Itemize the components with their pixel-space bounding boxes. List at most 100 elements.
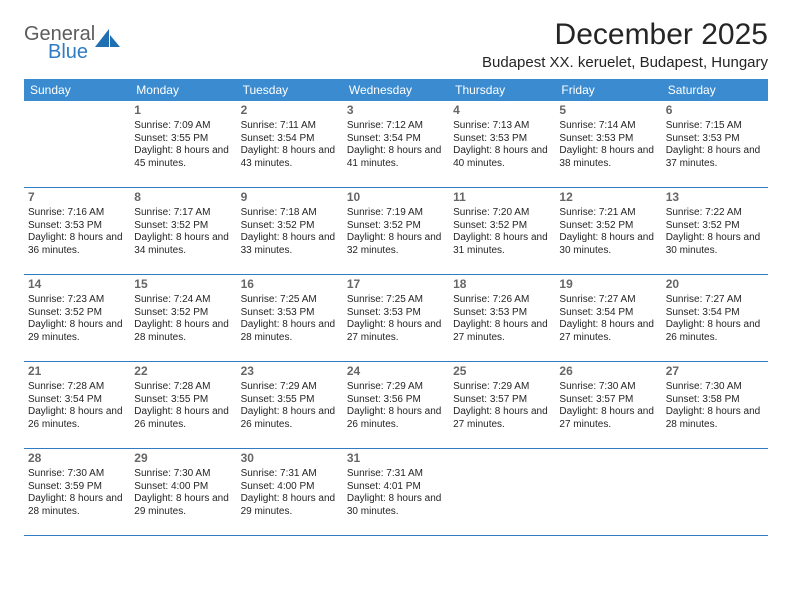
sunset-line: Sunset: 3:54 PM: [28, 394, 126, 407]
day-number: 14: [28, 277, 126, 292]
calendar-cell: 27Sunrise: 7:30 AMSunset: 3:58 PMDayligh…: [662, 362, 768, 449]
sunrise-line: Sunrise: 7:30 AM: [134, 468, 232, 481]
calendar-cell: 26Sunrise: 7:30 AMSunset: 3:57 PMDayligh…: [555, 362, 661, 449]
day-number: 7: [28, 190, 126, 205]
day-number: 9: [241, 190, 339, 205]
daylight-line: Daylight: 8 hours and 30 minutes.: [347, 493, 445, 518]
sunrise-line: Sunrise: 7:19 AM: [347, 207, 445, 220]
day-number: 27: [666, 364, 764, 379]
daylight-line: Daylight: 8 hours and 26 minutes.: [28, 406, 126, 431]
weekday-header-row: SundayMondayTuesdayWednesdayThursdayFrid…: [24, 79, 768, 101]
daylight-line: Daylight: 8 hours and 27 minutes.: [453, 319, 551, 344]
sunrise-line: Sunrise: 7:31 AM: [347, 468, 445, 481]
day-number: 30: [241, 451, 339, 466]
location-line: Budapest XX. keruelet, Budapest, Hungary: [482, 54, 768, 71]
calendar-cell: 6Sunrise: 7:15 AMSunset: 3:53 PMDaylight…: [662, 101, 768, 188]
day-number: 28: [28, 451, 126, 466]
sunrise-line: Sunrise: 7:24 AM: [134, 294, 232, 307]
sunrise-line: Sunrise: 7:25 AM: [241, 294, 339, 307]
calendar-cell: 29Sunrise: 7:30 AMSunset: 4:00 PMDayligh…: [130, 449, 236, 536]
sunset-line: Sunset: 3:53 PM: [559, 133, 657, 146]
daylight-line: Daylight: 8 hours and 26 minutes.: [134, 406, 232, 431]
sunset-line: Sunset: 3:58 PM: [666, 394, 764, 407]
daylight-line: Daylight: 8 hours and 26 minutes.: [241, 406, 339, 431]
calendar-cell: [662, 449, 768, 536]
day-number: 4: [453, 103, 551, 118]
day-number: 13: [666, 190, 764, 205]
sunset-line: Sunset: 3:59 PM: [28, 481, 126, 494]
sunset-line: Sunset: 3:52 PM: [134, 307, 232, 320]
daylight-line: Daylight: 8 hours and 33 minutes.: [241, 232, 339, 257]
brand-word-blue: Blue: [48, 42, 95, 62]
sunset-line: Sunset: 3:52 PM: [241, 220, 339, 233]
daylight-line: Daylight: 8 hours and 27 minutes.: [347, 319, 445, 344]
daylight-line: Daylight: 8 hours and 26 minutes.: [347, 406, 445, 431]
calendar-cell: 18Sunrise: 7:26 AMSunset: 3:53 PMDayligh…: [449, 275, 555, 362]
day-number: 26: [559, 364, 657, 379]
calendar-cell: 22Sunrise: 7:28 AMSunset: 3:55 PMDayligh…: [130, 362, 236, 449]
title-block: December 2025 Budapest XX. keruelet, Bud…: [482, 18, 768, 75]
sunset-line: Sunset: 3:54 PM: [559, 307, 657, 320]
calendar-cell: 20Sunrise: 7:27 AMSunset: 3:54 PMDayligh…: [662, 275, 768, 362]
daylight-line: Daylight: 8 hours and 45 minutes.: [134, 145, 232, 170]
calendar-cell: [449, 449, 555, 536]
day-number: 19: [559, 277, 657, 292]
sunset-line: Sunset: 3:52 PM: [559, 220, 657, 233]
sunset-line: Sunset: 3:53 PM: [666, 133, 764, 146]
sunset-line: Sunset: 4:00 PM: [134, 481, 232, 494]
sunrise-line: Sunrise: 7:15 AM: [666, 120, 764, 133]
sunset-line: Sunset: 3:57 PM: [453, 394, 551, 407]
sunset-line: Sunset: 3:55 PM: [134, 394, 232, 407]
day-number: 24: [347, 364, 445, 379]
sunset-line: Sunset: 4:01 PM: [347, 481, 445, 494]
day-number: 8: [134, 190, 232, 205]
day-number: 1: [134, 103, 232, 118]
sunset-line: Sunset: 3:55 PM: [241, 394, 339, 407]
daylight-line: Daylight: 8 hours and 27 minutes.: [453, 406, 551, 431]
daylight-line: Daylight: 8 hours and 28 minutes.: [28, 493, 126, 518]
sunrise-line: Sunrise: 7:21 AM: [559, 207, 657, 220]
calendar-cell: 2Sunrise: 7:11 AMSunset: 3:54 PMDaylight…: [237, 101, 343, 188]
daylight-line: Daylight: 8 hours and 30 minutes.: [666, 232, 764, 257]
calendar-cell: 13Sunrise: 7:22 AMSunset: 3:52 PMDayligh…: [662, 188, 768, 275]
sunset-line: Sunset: 3:53 PM: [347, 307, 445, 320]
sunset-line: Sunset: 3:56 PM: [347, 394, 445, 407]
calendar-cell: 3Sunrise: 7:12 AMSunset: 3:54 PMDaylight…: [343, 101, 449, 188]
day-number: 6: [666, 103, 764, 118]
daylight-line: Daylight: 8 hours and 40 minutes.: [453, 145, 551, 170]
sunrise-line: Sunrise: 7:27 AM: [559, 294, 657, 307]
brand-sail-icon: [95, 27, 121, 54]
calendar-head: SundayMondayTuesdayWednesdayThursdayFrid…: [24, 79, 768, 101]
day-number: 5: [559, 103, 657, 118]
daylight-line: Daylight: 8 hours and 28 minutes.: [241, 319, 339, 344]
daylight-line: Daylight: 8 hours and 26 minutes.: [666, 319, 764, 344]
sunrise-line: Sunrise: 7:22 AM: [666, 207, 764, 220]
sunrise-line: Sunrise: 7:09 AM: [134, 120, 232, 133]
day-number: 22: [134, 364, 232, 379]
calendar-cell: 21Sunrise: 7:28 AMSunset: 3:54 PMDayligh…: [24, 362, 130, 449]
daylight-line: Daylight: 8 hours and 28 minutes.: [134, 319, 232, 344]
daylight-line: Daylight: 8 hours and 29 minutes.: [28, 319, 126, 344]
day-number: 18: [453, 277, 551, 292]
sunrise-line: Sunrise: 7:30 AM: [559, 381, 657, 394]
sunset-line: Sunset: 3:53 PM: [453, 133, 551, 146]
calendar-cell: 28Sunrise: 7:30 AMSunset: 3:59 PMDayligh…: [24, 449, 130, 536]
daylight-line: Daylight: 8 hours and 41 minutes.: [347, 145, 445, 170]
topbar: General Blue December 2025 Budapest XX. …: [24, 18, 768, 75]
day-number: 20: [666, 277, 764, 292]
sunrise-line: Sunrise: 7:28 AM: [28, 381, 126, 394]
calendar-cell: 14Sunrise: 7:23 AMSunset: 3:52 PMDayligh…: [24, 275, 130, 362]
calendar-cell: 16Sunrise: 7:25 AMSunset: 3:53 PMDayligh…: [237, 275, 343, 362]
daylight-line: Daylight: 8 hours and 28 minutes.: [666, 406, 764, 431]
weekday-header: Wednesday: [343, 79, 449, 101]
brand-logo: General Blue: [24, 24, 121, 62]
day-number: 3: [347, 103, 445, 118]
daylight-line: Daylight: 8 hours and 38 minutes.: [559, 145, 657, 170]
calendar-cell: 10Sunrise: 7:19 AMSunset: 3:52 PMDayligh…: [343, 188, 449, 275]
sunrise-line: Sunrise: 7:17 AM: [134, 207, 232, 220]
daylight-line: Daylight: 8 hours and 30 minutes.: [559, 232, 657, 257]
calendar-cell: 17Sunrise: 7:25 AMSunset: 3:53 PMDayligh…: [343, 275, 449, 362]
calendar-week-row: 7Sunrise: 7:16 AMSunset: 3:53 PMDaylight…: [24, 188, 768, 275]
sunrise-line: Sunrise: 7:12 AM: [347, 120, 445, 133]
day-number: 10: [347, 190, 445, 205]
